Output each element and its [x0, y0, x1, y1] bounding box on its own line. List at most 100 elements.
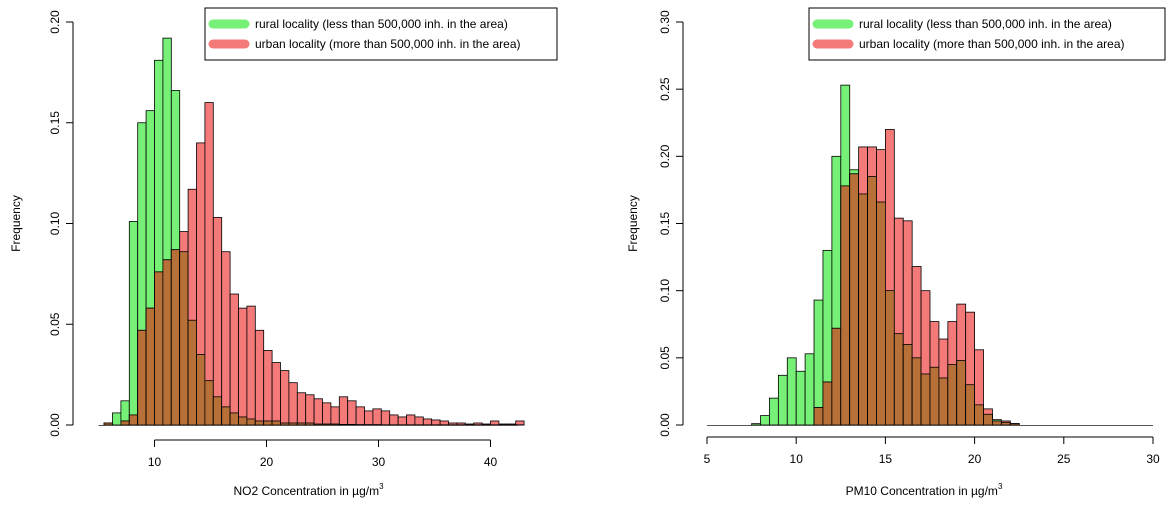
urban-bar — [205, 103, 213, 425]
x-tick-label: 40 — [484, 455, 498, 469]
overlap-bar — [180, 252, 188, 425]
overlap-bar — [876, 202, 885, 425]
rural-bar — [805, 354, 814, 425]
overlap-bar — [230, 413, 238, 425]
urban-bar — [348, 401, 356, 425]
urban-bar — [247, 306, 255, 425]
bars-group — [752, 85, 1020, 425]
urban-bar — [390, 415, 398, 425]
overlap-bar — [138, 330, 146, 425]
urban-bar — [356, 407, 364, 425]
rural-bar — [796, 371, 805, 425]
x-tick-label: 25 — [1057, 452, 1071, 466]
x-tick-label: 10 — [148, 455, 162, 469]
x-tick-label: 30 — [1146, 452, 1160, 466]
rural-bar — [113, 413, 121, 425]
bars-group — [104, 38, 524, 425]
y-tick-label: 0.10 — [658, 279, 672, 303]
rural-bar — [761, 416, 770, 425]
overlap-bar — [1010, 424, 1019, 425]
overlap-bar — [281, 423, 289, 425]
urban-bar — [239, 308, 247, 425]
overlap-bar — [975, 405, 984, 425]
urban-bar — [230, 294, 238, 425]
overlap-bar — [339, 424, 347, 425]
x-axis-label: NO2 Concentration in µg/m3 — [233, 482, 384, 498]
overlap-bar — [121, 421, 129, 425]
y-tick-label: 0.10 — [48, 211, 62, 235]
x-tick-label: 20 — [968, 452, 982, 466]
rural-bar — [787, 358, 796, 425]
overlap-bar — [129, 415, 137, 425]
y-tick-label: 0.20 — [658, 144, 672, 168]
x-tick-label: 5 — [704, 452, 711, 466]
overlap-bar — [832, 328, 841, 425]
overlap-bar — [104, 423, 112, 425]
rural-bar — [769, 398, 778, 425]
overlap-bar — [272, 421, 280, 425]
urban-bar — [314, 399, 322, 425]
overlap-bar — [348, 424, 356, 425]
urban-bar — [381, 411, 389, 425]
legend-box — [809, 8, 1165, 60]
legend-label: rural locality (less than 500,000 inh. i… — [255, 17, 508, 31]
overlap-bar — [289, 423, 297, 425]
y-axis: 0.00 0.05 0.10 0.15 0.20 — [48, 10, 73, 437]
urban-bar — [255, 330, 263, 425]
y-tick-label: 0.20 — [48, 10, 62, 34]
legend: rural locality (less than 500,000 inh. i… — [205, 8, 557, 60]
urban-bar — [281, 371, 289, 425]
overlap-bar — [205, 381, 213, 425]
overlap-bar — [912, 358, 921, 425]
overlap-bar — [939, 378, 948, 425]
rural-bar — [778, 375, 787, 425]
overlap-bar — [306, 423, 314, 425]
overlap-bar — [197, 354, 205, 425]
y-tick-label: 0.00 — [658, 413, 672, 437]
urban-bar — [373, 409, 381, 425]
y-tick-label: 0.05 — [48, 312, 62, 336]
overlap-bar — [966, 385, 975, 425]
overlap-bar — [984, 414, 993, 425]
urban-bar — [323, 403, 331, 425]
overlap-bar — [921, 374, 930, 425]
overlap-bar — [957, 361, 966, 425]
urban-bar — [407, 415, 415, 425]
overlap-bar — [314, 424, 322, 425]
urban-bar — [264, 350, 272, 425]
y-tick-label: 0.30 — [658, 10, 672, 34]
legend-label: urban locality (more than 500,000 inh. i… — [859, 37, 1125, 51]
overlap-bar — [885, 291, 894, 425]
urban-bar — [440, 421, 448, 425]
urban-bar — [222, 252, 230, 425]
overlap-bar — [171, 250, 179, 425]
x-axis-label: PM10 Concentration in µg/m3 — [846, 482, 1003, 498]
overlap-bar — [850, 174, 859, 425]
x-tick-label: 20 — [260, 455, 274, 469]
overlap-bar — [331, 424, 339, 425]
urban-bar — [272, 363, 280, 425]
overlap-bar — [814, 408, 823, 425]
overlap-bar — [146, 308, 154, 425]
x-tick-label: 15 — [879, 452, 893, 466]
y-tick-label: 0.00 — [48, 413, 62, 437]
y-axis-label: Frequency — [9, 195, 23, 252]
overlap-bar — [1001, 422, 1010, 425]
overlap-bar — [155, 272, 163, 425]
overlap-bar — [213, 397, 221, 425]
legend: rural locality (less than 500,000 inh. i… — [809, 8, 1165, 60]
urban-bar — [213, 217, 221, 425]
urban-bar — [516, 421, 524, 425]
overlap-bar — [992, 421, 1001, 425]
y-tick-label: 0.15 — [658, 211, 672, 235]
rural-bar — [752, 424, 761, 425]
rural-bar — [814, 300, 823, 425]
overlap-bar — [247, 419, 255, 425]
urban-bar — [415, 417, 423, 425]
y-tick-label: 0.15 — [48, 111, 62, 135]
